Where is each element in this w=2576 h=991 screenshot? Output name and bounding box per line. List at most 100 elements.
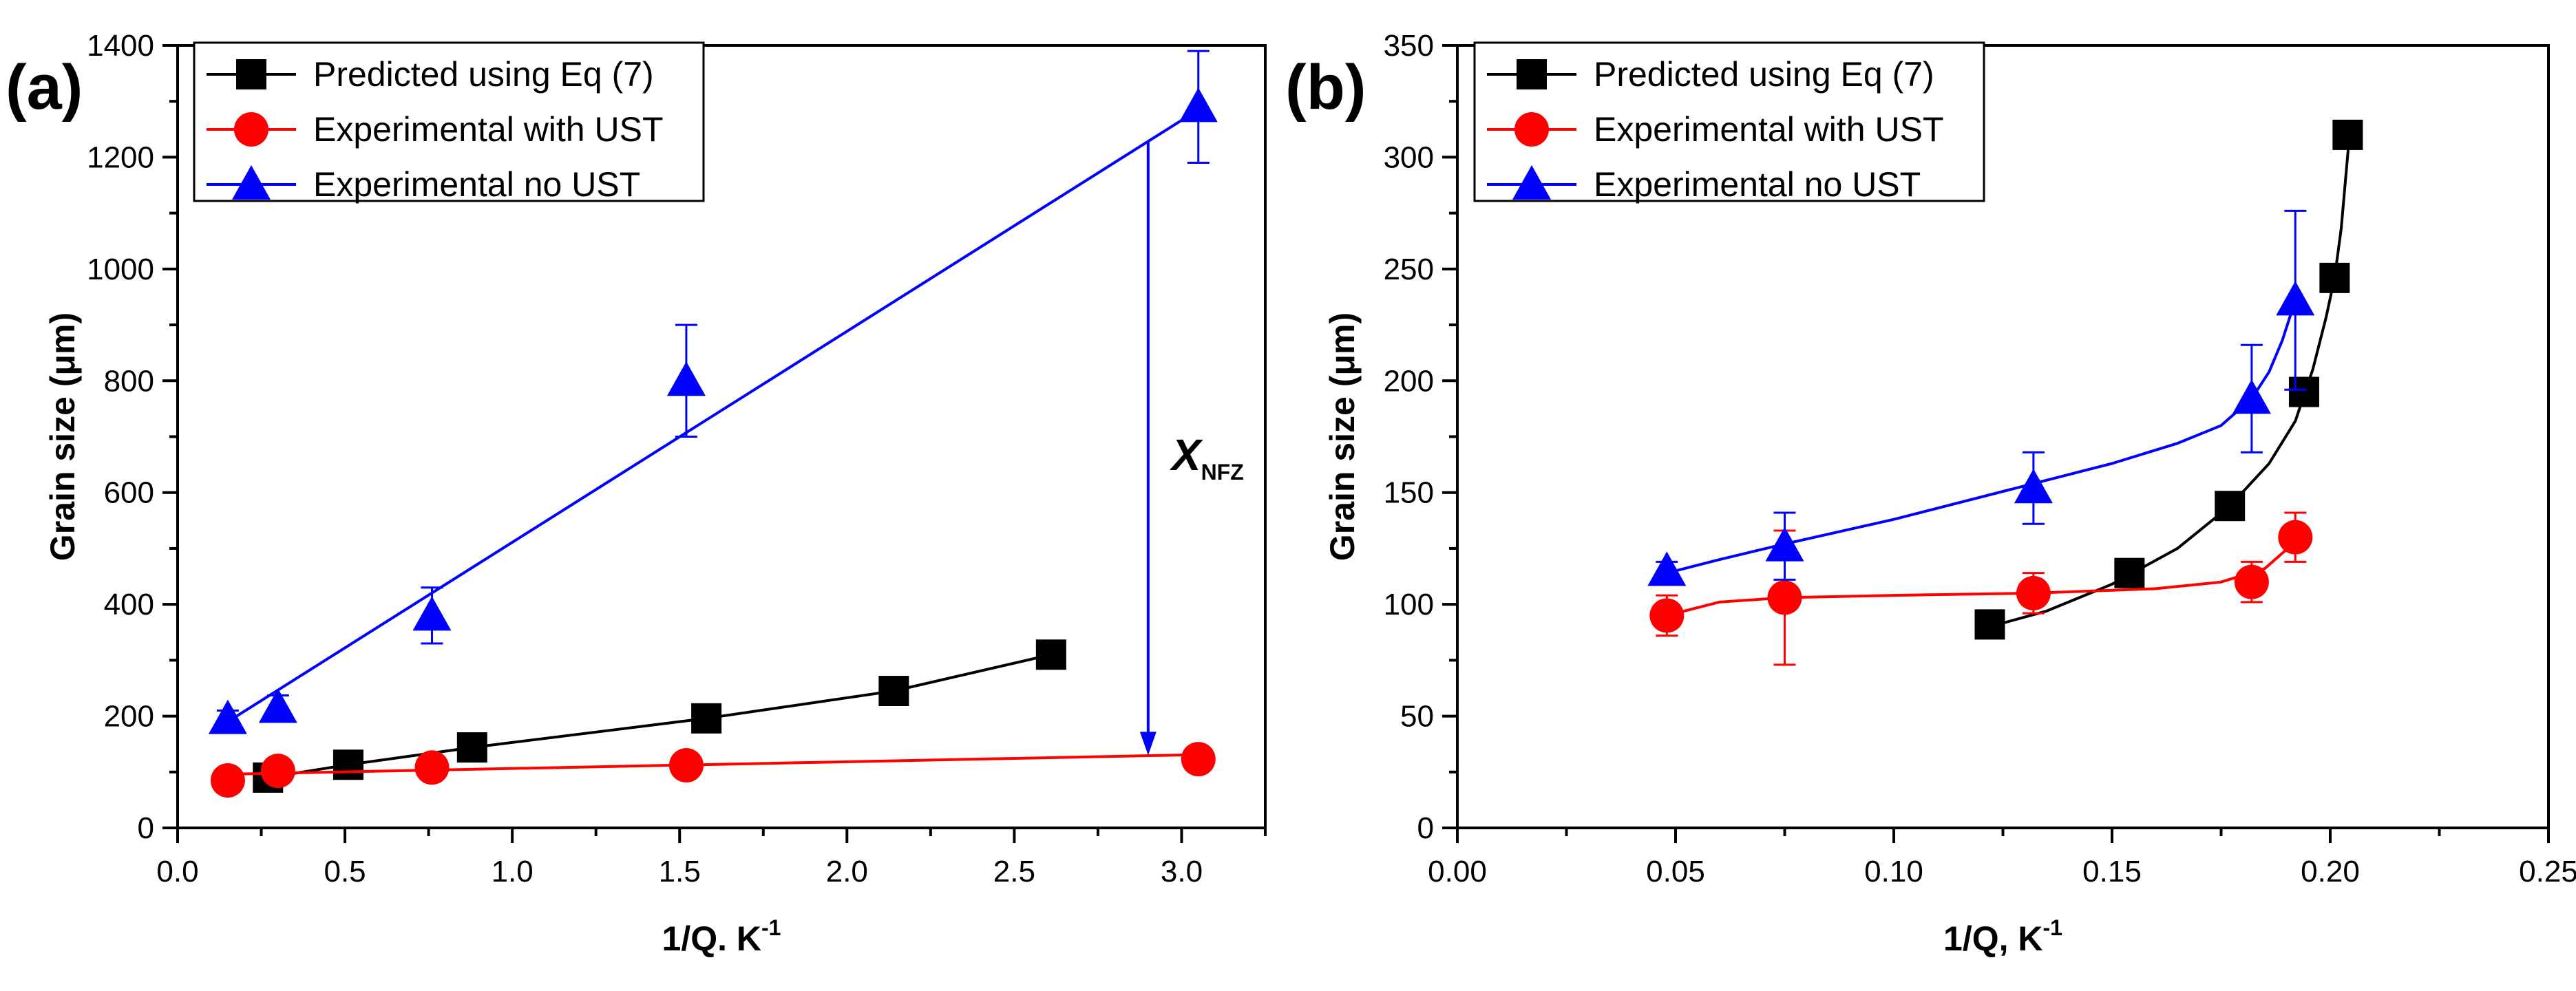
y-tick-label: 600 — [104, 476, 154, 510]
x-axis-label: 1/Q. K-1 — [662, 915, 781, 958]
series-fit-line — [226, 108, 1199, 723]
x-tick-label: 0.05 — [1646, 855, 1705, 888]
series-fit-line — [1666, 540, 2297, 617]
data-point — [258, 688, 297, 723]
series-2 — [208, 50, 1218, 734]
data-point — [210, 763, 245, 798]
nfz-label: XNFZ — [1170, 430, 1244, 484]
data-point — [2114, 557, 2145, 588]
x-tick-label: 2.0 — [826, 855, 868, 888]
y-tick-label: 400 — [104, 588, 154, 621]
legend-label: Predicted using Eq (7) — [1594, 55, 1934, 94]
x-tick-label: 0.5 — [324, 855, 366, 888]
x-axis-label-superscript: -1 — [761, 915, 781, 940]
data-point — [2234, 564, 2269, 599]
series-2 — [1647, 209, 2315, 586]
data-point — [2319, 262, 2350, 293]
legend-marker — [234, 112, 268, 147]
y-tick-label: 300 — [1384, 140, 1434, 174]
series-0 — [253, 639, 1066, 793]
y-tick-label: 0 — [138, 811, 154, 845]
x-tick-label: 1.0 — [492, 855, 534, 888]
x-tick-label: 0.20 — [2301, 855, 2360, 888]
data-point — [2276, 281, 2315, 316]
data-point — [2332, 119, 2363, 150]
series-fit-line — [1989, 130, 2352, 628]
y-tick-label: 50 — [1400, 700, 1434, 734]
y-tick-label: 200 — [1384, 364, 1434, 398]
legend-marker — [1514, 112, 1549, 147]
series-fit-line — [227, 753, 1199, 776]
data-point — [1179, 87, 1218, 122]
annotation-nfz: XNFZ — [1139, 140, 1244, 756]
y-tick-label: 0 — [1417, 811, 1434, 845]
x-tick-label: 0.15 — [2082, 855, 2142, 888]
nfz-label-subscript: NFZ — [1201, 460, 1244, 484]
data-point — [2215, 491, 2246, 522]
data-point — [668, 748, 704, 783]
x-tick-label: 3.0 — [1161, 855, 1203, 888]
x-axis-label-superscript: -1 — [2043, 915, 2062, 940]
legend-label: Experimental with UST — [313, 110, 664, 149]
y-tick-label: 1000 — [87, 253, 154, 286]
data-point — [1035, 639, 1066, 670]
data-point — [1649, 598, 1685, 633]
legend: Predicted using Eq (7) Experimental with … — [1473, 41, 1985, 204]
x-axis-label-text: 1/Q, K — [1943, 919, 2042, 958]
x-axis-label: 1/Q, K-1 — [1943, 915, 2062, 958]
x-axis-label-text: 1/Q. K — [662, 919, 761, 958]
data-point — [2288, 376, 2319, 407]
x-tick-label: 0.10 — [1864, 855, 1923, 888]
x-tick-label: 0.25 — [2519, 855, 2576, 888]
y-tick-label: 1400 — [87, 29, 154, 63]
y-tick-label: 350 — [1384, 29, 1434, 63]
x-tick-label: 0.00 — [1428, 855, 1487, 888]
data-point — [691, 703, 722, 734]
data-point — [1647, 551, 1687, 586]
y-tick-label: 250 — [1384, 253, 1434, 286]
nfz-label-main: X — [1170, 430, 1203, 480]
series-1 — [1649, 511, 2313, 666]
panel-label: (a) — [6, 52, 83, 122]
data-point — [412, 596, 452, 631]
data-point — [2014, 469, 2053, 504]
series-fit-line — [1666, 299, 2297, 575]
panel-label: (b) — [1285, 52, 1366, 122]
x-tick-label: 0.0 — [156, 855, 198, 888]
legend-label: Predicted using Eq (7) — [313, 55, 654, 94]
data-point — [456, 732, 487, 763]
chart-panel-b: 0.00 0.05 0.10 0.15 0.20 0.25 0 50 100 150 200 250 3… — [1285, 29, 2576, 958]
y-tick-label: 150 — [1384, 476, 1434, 510]
data-point — [332, 749, 363, 780]
legend-marker — [232, 165, 271, 200]
legend-marker — [1512, 165, 1551, 200]
data-point — [2016, 575, 2051, 610]
data-point — [2278, 520, 2313, 555]
y-tick-label: 100 — [1384, 588, 1434, 621]
x-tick-label: 1.5 — [659, 855, 701, 888]
y-tick-label: 200 — [104, 700, 154, 734]
y-tick-label: 1200 — [87, 140, 154, 174]
legend-box — [1473, 41, 1985, 202]
data-point — [1974, 609, 2005, 640]
legend-label: Experimental with UST — [1594, 110, 1944, 149]
legend-marker — [1517, 59, 1547, 89]
legend-label: Experimental no UST — [1594, 165, 1921, 204]
legend-marker — [236, 59, 266, 89]
legend-label: Experimental no UST — [313, 165, 640, 204]
data-point — [260, 754, 295, 789]
y-axis-label: Grain size (μm) — [43, 312, 82, 561]
x-tick-label: 2.5 — [993, 855, 1035, 888]
y-tick-label: 800 — [104, 364, 154, 398]
data-point — [208, 699, 247, 734]
data-point — [414, 750, 450, 785]
legend-box — [193, 41, 705, 202]
data-point — [878, 676, 909, 707]
chart-panel-a: 0.0 0.5 1.0 1.5 2.0 2.5 3.0 0 200 400 600 800 1000 12… — [6, 29, 1267, 958]
data-point — [2232, 379, 2271, 414]
data-point — [1767, 580, 1802, 615]
y-axis-label: Grain size (μm) — [1323, 312, 1362, 561]
series-0 — [1974, 119, 2363, 640]
data-point — [1181, 742, 1216, 777]
